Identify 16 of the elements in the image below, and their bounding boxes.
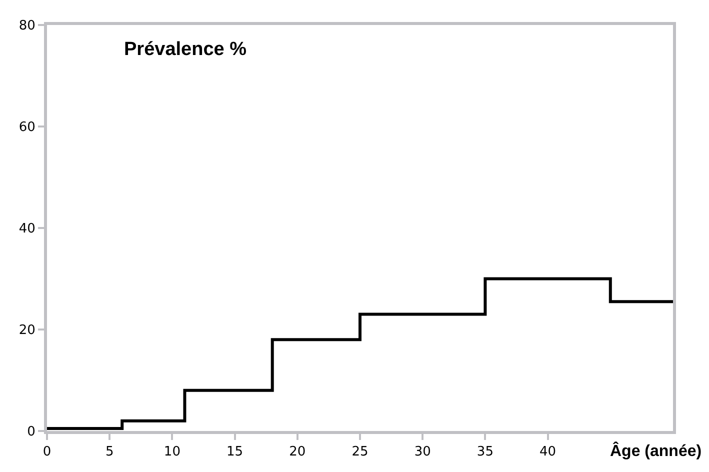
y-axis-title: Prévalence % [124, 39, 247, 60]
x-tick-label: 40 [540, 444, 556, 460]
x-tick-label: 20 [289, 444, 306, 460]
y-tick-label: 80 [18, 18, 36, 34]
y-tick-label: 60 [18, 120, 36, 136]
x-tick-label: 35 [476, 444, 494, 460]
x-axis-title: Âge (année) [610, 441, 702, 460]
x-tick-label: 0 [42, 444, 52, 460]
x-tick-label: 10 [164, 444, 180, 460]
x-tick-label: 5 [105, 444, 114, 460]
y-tick-label: 40 [18, 222, 36, 237]
x-tick-label: 25 [352, 444, 368, 460]
x-tick-label: 15 [226, 444, 244, 460]
x-tick-label: 30 [414, 444, 431, 460]
y-tick-label: 0 [27, 424, 36, 440]
y-tick-label: 20 [18, 323, 36, 338]
